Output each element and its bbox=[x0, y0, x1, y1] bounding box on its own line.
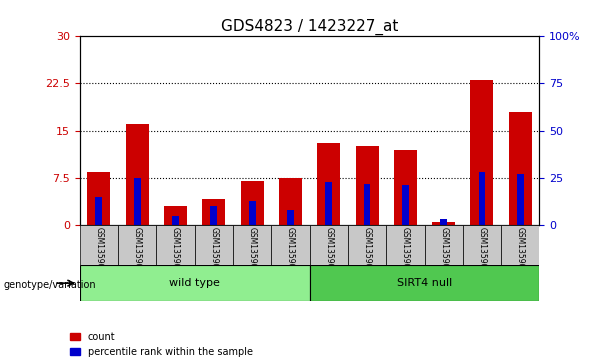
Bar bbox=[394, 150, 417, 225]
Bar bbox=[471, 80, 493, 225]
Text: SIRT4 null: SIRT4 null bbox=[397, 278, 452, 288]
Bar bbox=[318, 143, 340, 225]
Legend: count, percentile rank within the sample: count, percentile rank within the sample bbox=[66, 328, 256, 360]
Text: GSM1359088: GSM1359088 bbox=[362, 227, 371, 278]
Bar bbox=[233, 225, 271, 265]
Bar bbox=[509, 112, 531, 225]
Text: GSM1359084: GSM1359084 bbox=[209, 227, 218, 278]
Bar bbox=[249, 200, 256, 225]
Bar bbox=[310, 225, 348, 265]
Bar bbox=[386, 225, 424, 265]
Text: wild type: wild type bbox=[169, 278, 220, 288]
Bar bbox=[364, 184, 370, 225]
Bar bbox=[87, 172, 110, 225]
Text: genotype/variation: genotype/variation bbox=[3, 280, 96, 290]
Text: GSM1359090: GSM1359090 bbox=[439, 227, 448, 278]
Bar bbox=[310, 265, 539, 301]
Bar bbox=[118, 225, 156, 265]
Bar bbox=[279, 178, 302, 225]
Bar bbox=[356, 146, 379, 225]
Bar bbox=[432, 222, 455, 225]
Bar bbox=[80, 225, 118, 265]
Bar bbox=[240, 181, 264, 225]
Text: GSM1359082: GSM1359082 bbox=[132, 227, 142, 278]
Bar bbox=[348, 225, 386, 265]
Title: GDS4823 / 1423227_at: GDS4823 / 1423227_at bbox=[221, 19, 398, 35]
Bar bbox=[80, 265, 310, 301]
Bar bbox=[126, 125, 148, 225]
Text: GSM1359089: GSM1359089 bbox=[401, 227, 410, 278]
Bar bbox=[172, 216, 179, 225]
Bar bbox=[271, 225, 310, 265]
Text: GSM1359087: GSM1359087 bbox=[324, 227, 333, 278]
Bar bbox=[402, 185, 409, 225]
Bar bbox=[96, 197, 102, 225]
Bar bbox=[517, 174, 524, 225]
Bar bbox=[164, 206, 187, 225]
Bar bbox=[463, 225, 501, 265]
Bar bbox=[210, 206, 217, 225]
Bar bbox=[479, 172, 485, 225]
Text: GSM1359086: GSM1359086 bbox=[286, 227, 295, 278]
Bar bbox=[202, 199, 226, 225]
Bar bbox=[287, 210, 294, 225]
Text: GSM1359091: GSM1359091 bbox=[478, 227, 487, 278]
Text: GSM1359081: GSM1359081 bbox=[94, 227, 104, 278]
Bar bbox=[424, 225, 463, 265]
Text: GSM1359092: GSM1359092 bbox=[516, 227, 525, 278]
Bar bbox=[326, 182, 332, 225]
Bar bbox=[134, 178, 140, 225]
Bar bbox=[195, 225, 233, 265]
Bar bbox=[156, 225, 195, 265]
Bar bbox=[440, 219, 447, 225]
Bar bbox=[501, 225, 539, 265]
Text: GSM1359083: GSM1359083 bbox=[171, 227, 180, 278]
Text: GSM1359085: GSM1359085 bbox=[248, 227, 257, 278]
